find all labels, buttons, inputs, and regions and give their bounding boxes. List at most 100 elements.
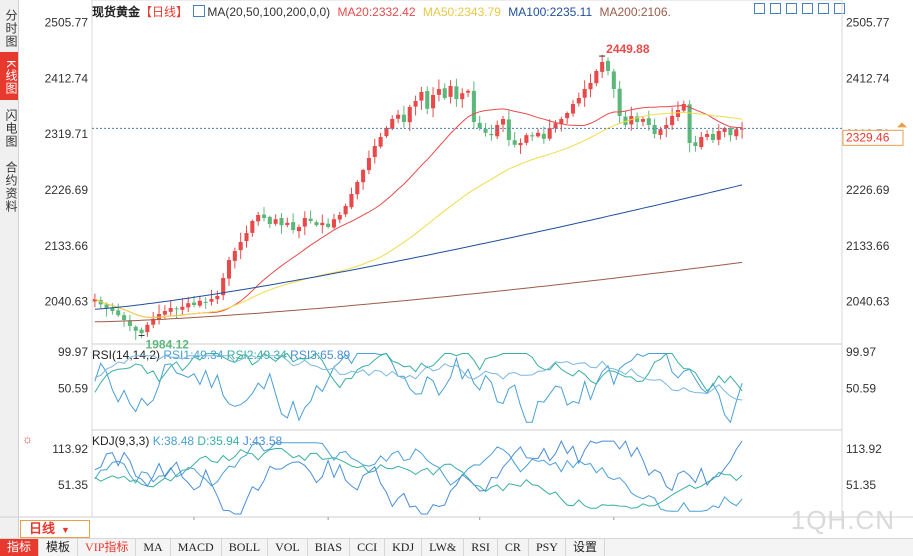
indicator-8[interactable]: CCI (350, 539, 386, 556)
candle-body (600, 62, 605, 72)
indicator-13[interactable]: PSY (529, 539, 566, 556)
current-price-box (842, 129, 904, 146)
candle-body (722, 128, 727, 132)
candle-body (506, 119, 511, 140)
candle-body (92, 299, 97, 302)
candle-body (640, 119, 646, 122)
candle-body (355, 182, 360, 195)
candle-body (670, 116, 675, 126)
candle-body (337, 215, 342, 220)
candle-body (320, 222, 325, 226)
candle-body (635, 116, 640, 122)
candle-body (215, 296, 220, 300)
crosshair-icon[interactable] (754, 3, 765, 14)
ma100-line (94, 184, 743, 310)
candle-body (512, 140, 517, 145)
candle-body (710, 133, 715, 140)
price-tick-right: 2133.66 (846, 239, 890, 253)
rsi-tick-left: 50.59 (58, 382, 88, 396)
kdj-settings-icon[interactable]: ☼ (22, 432, 33, 446)
instrument-title: 现货黄金 (92, 5, 141, 19)
rsi1-line (94, 352, 743, 424)
indicator-0[interactable]: 指标 (0, 539, 40, 556)
candle-body (244, 233, 249, 242)
candle-body (734, 129, 739, 137)
candle-body (413, 101, 418, 107)
candle-body (699, 137, 704, 148)
d-value: D:35.94 (197, 434, 240, 448)
indicator-7[interactable]: BIAS (308, 539, 351, 556)
ma-settings-icon[interactable] (193, 5, 206, 17)
price-tick-right: 2226.69 (846, 183, 890, 197)
ma200-value: MA200:2106. (599, 5, 671, 19)
tab-timeshare[interactable]: 分时图 (0, 0, 19, 52)
ma-label: MA(20,50,100,200,0,0) (207, 5, 331, 19)
price-tick-left: 2319.71 (45, 127, 89, 141)
move-right-icon[interactable] (818, 3, 829, 14)
candle-body (728, 128, 733, 136)
fullscreen-icon[interactable] (834, 3, 845, 14)
period-button-label: 日线 (29, 521, 56, 536)
candle-body (471, 90, 476, 122)
candle-body (623, 116, 628, 125)
kdj-tick-left: 51.35 (58, 478, 88, 492)
candle-body (168, 308, 173, 312)
indicator-6[interactable]: VOL (268, 539, 308, 556)
indicator-3[interactable]: MA (136, 539, 171, 556)
candle-body (466, 90, 471, 93)
candle-body (308, 218, 313, 221)
candle-body (658, 129, 663, 135)
period-button[interactable]: 日线 ▼ (20, 520, 90, 538)
indicator-5[interactable]: BOLL (222, 539, 269, 556)
tab-flash[interactable]: 闪电图 (0, 100, 19, 152)
indicator-4[interactable]: MACD (171, 539, 222, 556)
candle-body (343, 206, 348, 215)
candle-body (448, 86, 453, 97)
k-value: K:38.48 (152, 434, 195, 448)
candle-body (116, 310, 121, 316)
chart-toolbar (754, 3, 845, 14)
indicator-12[interactable]: CR (498, 539, 529, 556)
candle-body (145, 324, 150, 333)
candle-body (611, 71, 616, 89)
candle-body (687, 104, 692, 143)
candle-body (151, 318, 156, 325)
ma50-value: MA50:2343.79 (422, 5, 501, 19)
tab-kline[interactable]: K线图 (0, 52, 19, 100)
zoom-in-icon[interactable] (786, 3, 797, 14)
candle-body (378, 137, 383, 147)
price-tick-right: 2505.77 (846, 16, 890, 30)
ma50-line (94, 111, 743, 318)
ma20-value: MA20:2332.42 (337, 5, 416, 19)
candle-body (559, 119, 564, 125)
indicator-14[interactable]: 设置 (566, 539, 605, 556)
zoom-out-icon[interactable] (770, 3, 781, 14)
candle-body (740, 128, 745, 130)
current-price-label: 2329.46 (846, 130, 890, 144)
candle-body (180, 306, 185, 310)
move-left-icon[interactable] (802, 3, 813, 14)
price-tick-right: 2040.63 (846, 295, 890, 309)
indicator-2[interactable]: VIP指标 (78, 539, 137, 556)
indicator-1[interactable]: 模板 (39, 539, 79, 556)
candle-body (104, 304, 109, 308)
candle-body (553, 123, 558, 129)
indicator-10[interactable]: LW& (422, 539, 465, 556)
candle-body (483, 128, 488, 133)
candle-body (122, 315, 127, 320)
plot-frame (91, 0, 843, 518)
candle-body (419, 92, 424, 101)
price-arrow-icon (897, 122, 907, 128)
candle-body (349, 194, 354, 208)
candle-body (431, 95, 436, 109)
candle-body (576, 98, 581, 104)
candle-body (366, 158, 371, 171)
rsi-tick-left: 99.97 (58, 345, 88, 359)
candle-body (594, 71, 599, 84)
candle-body (675, 110, 680, 117)
tab-contract-info[interactable]: 合约资料 (0, 152, 19, 218)
chart-canvas[interactable]: 2505.772505.772412.742412.742319.712319.… (0, 0, 913, 520)
indicator-9[interactable]: KDJ (385, 539, 423, 556)
indicator-11[interactable]: RSI (464, 539, 498, 556)
candle-body (186, 303, 191, 308)
